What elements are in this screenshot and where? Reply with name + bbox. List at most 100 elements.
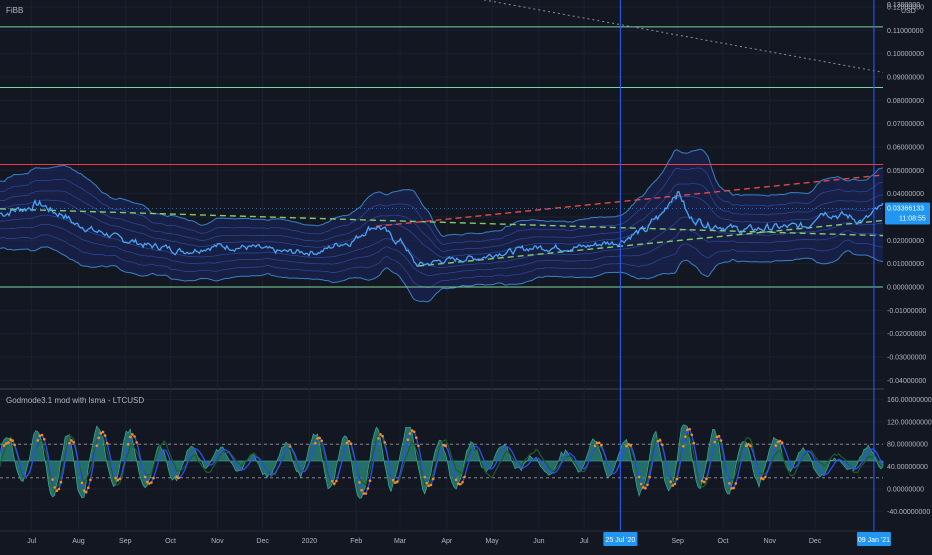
oscillator-extreme-marker (593, 444, 597, 448)
crosshair-date-tag (603, 532, 638, 546)
time-axis-label: Feb (350, 538, 362, 545)
countdown-timer: 11:08:55 (899, 215, 926, 222)
price-axis-label: -0.04000000 (887, 378, 926, 385)
oscillator-extreme-marker (368, 479, 372, 483)
oscillator-extreme-marker (320, 439, 324, 443)
oscillator-extreme-marker (703, 480, 706, 484)
oscillator-extreme-marker (759, 477, 763, 480)
price-line (0, 191, 884, 268)
price-axis-label: 0.07000000 (887, 121, 924, 128)
oscillator-extreme-marker (705, 477, 708, 481)
oscillator-extreme-marker (5, 442, 8, 445)
oscillator-extreme-marker (349, 442, 353, 446)
oscillator-extreme-marker (778, 439, 782, 443)
oscillator-extreme-marker (661, 443, 664, 447)
fibb-indicator-label[interactable]: FiBB (6, 6, 24, 15)
oscillator-extreme-marker (648, 475, 651, 479)
oscillator-extreme-marker (780, 441, 784, 445)
oscillator-extreme-marker (715, 435, 719, 439)
oscillator-extreme-marker (684, 435, 687, 439)
price-axis-label: 0.12000000 (887, 5, 924, 12)
price-axis-label: 0.08000000 (887, 98, 924, 105)
oscillator-extreme-marker (745, 444, 748, 448)
oscillator-extreme-marker (84, 490, 88, 494)
oscillator-extreme-marker (692, 441, 696, 445)
oscillator-extreme-marker (333, 482, 336, 485)
time-axis-label: Jun (533, 538, 544, 545)
crosshair-date-label: 25 Jul '20 (605, 537, 635, 544)
oscillator-extreme-marker (288, 445, 292, 448)
oscillator-extreme-marker (719, 439, 723, 442)
band-line (0, 223, 884, 277)
oscillator-indicator-label[interactable]: Godmode3.1 mod with lsma - LTCUSD (6, 396, 145, 405)
oscillator-extreme-marker (59, 480, 63, 484)
oscillator-extreme-marker (152, 476, 155, 480)
oscillator-extreme-marker (105, 442, 109, 445)
oscillator-extreme-marker (135, 441, 138, 444)
oscillator-extreme-marker (42, 437, 46, 441)
band-line (0, 148, 884, 237)
oscillator-axis-label: 160.00000000 (887, 397, 932, 404)
oscillator-extreme-marker (364, 492, 368, 495)
time-axis-label: Apr (441, 538, 453, 545)
oscillator-extreme-marker (82, 489, 86, 492)
oscillator-extreme-marker (314, 441, 317, 445)
oscillator-extreme-marker (658, 439, 662, 442)
oscillator-extreme-marker (713, 440, 717, 444)
oscillator-extreme-marker (629, 444, 632, 447)
oscillator-extreme-marker (425, 481, 429, 485)
oscillator-extreme-marker (597, 441, 601, 445)
oscillator-axis-label: -40.00000000 (887, 509, 930, 516)
oscillator-axis-label: 120.00000000 (887, 419, 932, 426)
currency-label: USD (901, 8, 916, 15)
oscillator-extreme-marker (747, 442, 750, 446)
oscillator-extreme-marker (7, 441, 10, 444)
oscillator-extreme-marker (345, 441, 349, 445)
oscillator-extreme-marker (686, 428, 689, 432)
time-axis-label: Sep (671, 538, 684, 545)
oscillator-extreme-marker (730, 487, 733, 490)
oscillator-extreme-marker (637, 475, 641, 479)
oscillator-extreme-marker (642, 486, 645, 489)
time-axis-label: Nov (211, 538, 224, 545)
price-axis-label: -0.02000000 (887, 331, 926, 338)
oscillator-extreme-marker (627, 443, 630, 446)
oscillator-extreme-marker (625, 444, 628, 448)
oscillator-extreme-marker (732, 486, 735, 490)
oscillator-extreme-marker (57, 487, 61, 491)
oscillator-extreme-marker (114, 476, 117, 480)
oscillator-extreme-marker (427, 484, 431, 488)
oscillator-extreme-marker (126, 443, 130, 446)
price-axis-label: 0.10000000 (887, 51, 924, 58)
crosshair-date-label: 09 Jan '21 (858, 537, 890, 544)
oscillator-extreme-marker (347, 440, 351, 443)
time-axis-label: 2020 (302, 538, 318, 545)
oscillator-extreme-marker (72, 441, 75, 444)
oscillator-extreme-marker (377, 437, 380, 440)
oscillator-extreme-marker (776, 440, 780, 444)
trendline (481, 0, 884, 73)
oscillator-extreme-marker (429, 483, 433, 487)
price-axis-label: 0.06000000 (887, 145, 924, 152)
oscillator-extreme-marker (408, 432, 412, 435)
oscillator-extreme-marker (36, 439, 40, 442)
oscillator-extreme-marker (749, 444, 752, 448)
oscillator-extreme-marker (379, 433, 382, 436)
time-axis-label: Mar (394, 538, 407, 545)
oscillator-extreme-marker (89, 478, 92, 482)
time-axis-background (0, 531, 932, 550)
price-axis-background (884, 0, 932, 550)
band-line (0, 167, 884, 245)
oscillator-extreme-marker (688, 427, 691, 431)
trendline (418, 219, 884, 267)
time-axis-label: Jul (580, 538, 589, 545)
price-axis-label: -0.01000000 (887, 308, 926, 315)
time-axis: Jul Aug Sep Oct Nov Dec 2020 Feb Mar Apr May Jun Jul… (0, 530, 932, 550)
oscillator-extreme-marker (97, 436, 101, 440)
current-price-tag (885, 202, 930, 225)
horizontal-levels (0, 26, 883, 288)
oscillator-extreme-marker (646, 483, 649, 487)
price-axis-label: 0.01000000 (887, 261, 924, 268)
